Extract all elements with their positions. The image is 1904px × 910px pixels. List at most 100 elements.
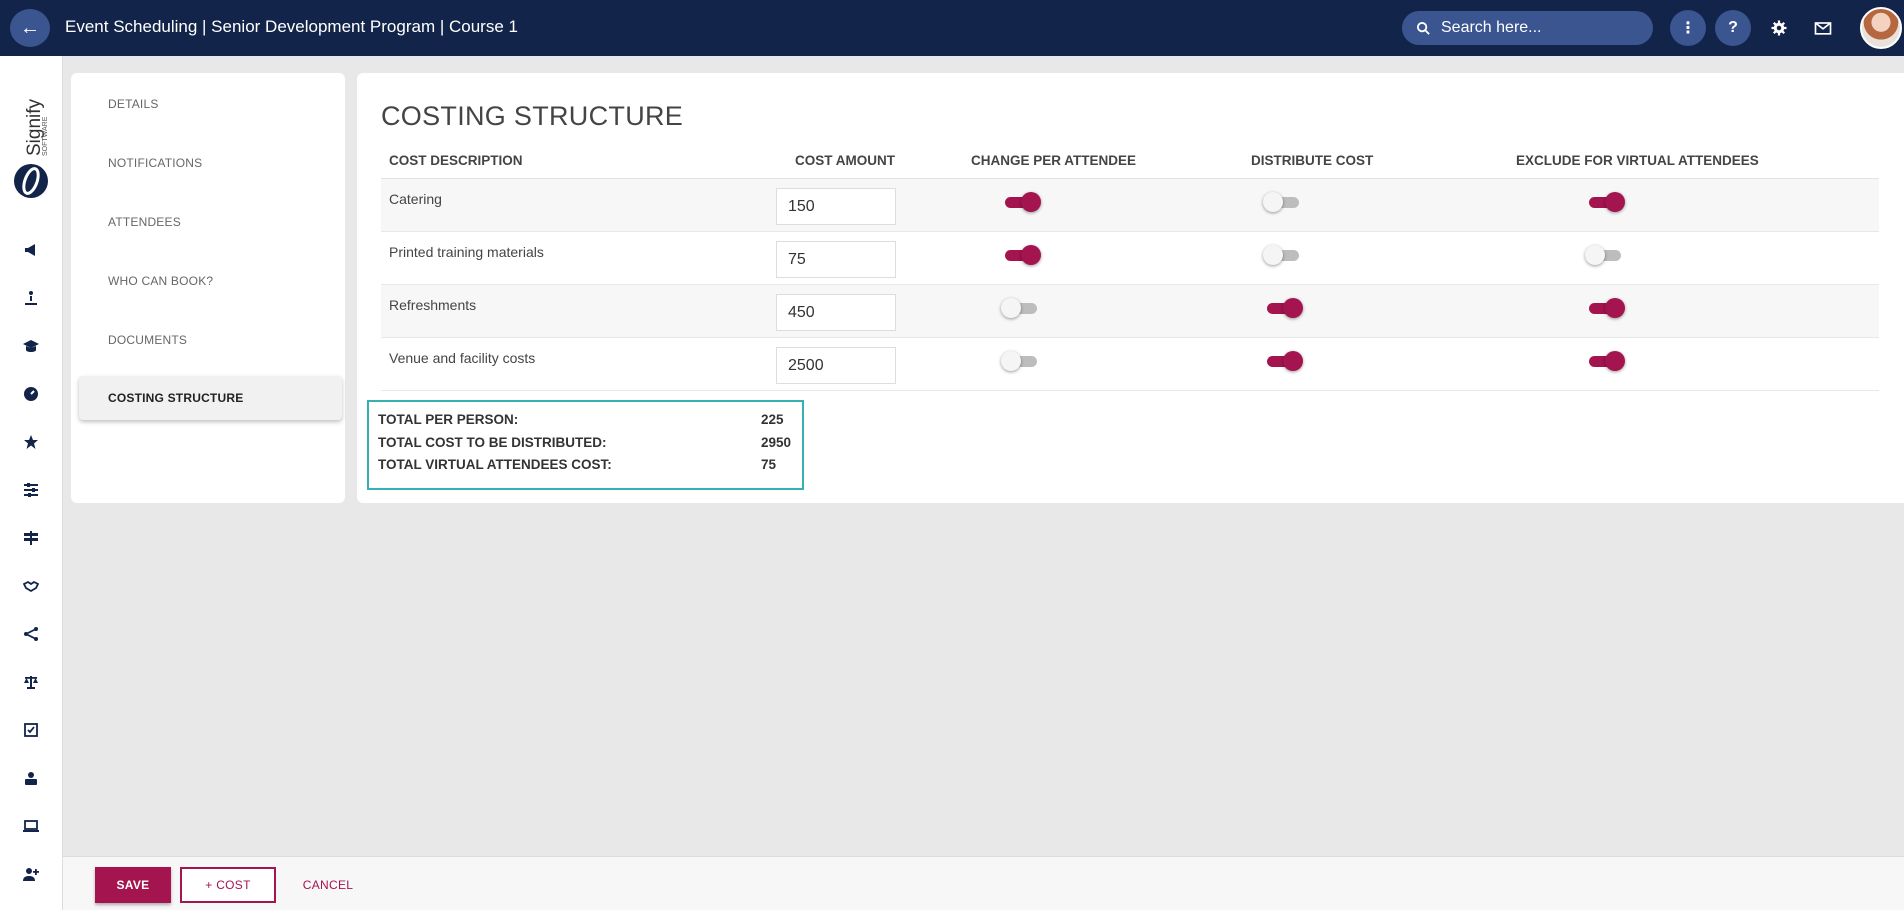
toggle-knob bbox=[1001, 298, 1021, 318]
gear-icon[interactable] bbox=[1767, 16, 1791, 40]
toggle-knob bbox=[1283, 298, 1303, 318]
icon-rail: Signify SOFTWARE bbox=[0, 56, 63, 910]
logo-brand-text: Signify bbox=[24, 98, 45, 156]
total-virtual: TOTAL VIRTUAL ATTENDEES COST: 75 bbox=[378, 457, 793, 480]
handshake-icon[interactable] bbox=[21, 576, 41, 596]
section-title: COSTING STRUCTURE bbox=[381, 101, 684, 131]
column-header-distribute: DISTRIBUTE COST bbox=[1251, 153, 1374, 168]
toggle-track bbox=[1267, 197, 1299, 208]
nav-item-attendees[interactable]: ATTENDEES bbox=[108, 215, 181, 229]
toggle-knob bbox=[1001, 351, 1021, 371]
distribute-toggle[interactable] bbox=[1263, 350, 1303, 372]
per-attendee-toggle[interactable] bbox=[1001, 297, 1041, 319]
table-row: Catering bbox=[381, 179, 1879, 232]
cost-description: Catering bbox=[389, 191, 442, 207]
total-distributed-value: 2950 bbox=[761, 434, 792, 450]
sliders-icon[interactable] bbox=[21, 480, 41, 500]
column-header-per-attendee: CHANGE PER ATTENDEE bbox=[971, 153, 1137, 168]
search-input[interactable] bbox=[1441, 19, 1641, 37]
toggle-knob bbox=[1021, 192, 1041, 212]
distribute-toggle[interactable] bbox=[1263, 297, 1303, 319]
cost-amount-input[interactable] bbox=[776, 347, 896, 384]
toggle-knob bbox=[1605, 351, 1625, 371]
toggle-knob bbox=[1021, 245, 1041, 265]
search-icon bbox=[1416, 21, 1430, 35]
help-button[interactable]: ? bbox=[1715, 10, 1751, 46]
toggle-track bbox=[1589, 250, 1621, 261]
table-header: COST DESCRIPTION COST AMOUNT CHANGE PER … bbox=[381, 145, 1879, 179]
cost-description: Venue and facility costs bbox=[389, 350, 536, 366]
avatar[interactable] bbox=[1860, 7, 1902, 49]
exclude-virtual-toggle[interactable] bbox=[1585, 191, 1625, 213]
back-arrow-icon: ← bbox=[20, 16, 40, 39]
toggle-track bbox=[1267, 250, 1299, 261]
table-row: Refreshments bbox=[381, 285, 1879, 338]
per-attendee-toggle[interactable] bbox=[1001, 244, 1041, 266]
cost-amount-input[interactable] bbox=[776, 241, 896, 278]
nav-item-documents[interactable]: DOCUMENTS bbox=[108, 333, 188, 347]
nav-item-costing-structure[interactable]: COSTING STRUCTURE bbox=[79, 376, 342, 420]
person-ladder-icon[interactable] bbox=[21, 288, 41, 308]
speedometer-icon[interactable] bbox=[21, 384, 41, 404]
toggle-track bbox=[1005, 303, 1037, 314]
cost-description: Refreshments bbox=[389, 297, 477, 313]
toggle-knob bbox=[1263, 245, 1283, 265]
cost-table: COST DESCRIPTION COST AMOUNT CHANGE PER … bbox=[381, 145, 1879, 391]
signpost-icon[interactable] bbox=[21, 528, 41, 548]
add-user-icon[interactable] bbox=[21, 864, 41, 884]
exclude-virtual-toggle[interactable] bbox=[1585, 297, 1625, 319]
per-attendee-toggle[interactable] bbox=[1001, 350, 1041, 372]
table-row: Venue and facility costs bbox=[381, 338, 1879, 391]
cost-amount-input[interactable] bbox=[776, 188, 896, 225]
toggle-knob bbox=[1283, 351, 1303, 371]
total-virtual-value: 75 bbox=[761, 457, 777, 472]
total-per-person: TOTAL PER PERSON: 225 bbox=[378, 412, 793, 435]
toggle-knob bbox=[1263, 192, 1283, 212]
cancel-button[interactable]: CANCEL bbox=[302, 878, 354, 892]
table-row: Printed training materials bbox=[381, 232, 1879, 285]
nav-item-notifications[interactable]: NOTIFICATIONS bbox=[108, 156, 203, 170]
add-cost-button[interactable]: + COST bbox=[180, 867, 276, 903]
scales-icon[interactable] bbox=[21, 672, 41, 692]
per-attendee-toggle[interactable] bbox=[1001, 191, 1041, 213]
toggle-knob bbox=[1605, 192, 1625, 212]
total-distributed-label: TOTAL COST TO BE DISTRIBUTED: bbox=[378, 434, 607, 450]
signify-logo: Signify SOFTWARE bbox=[12, 86, 52, 201]
mail-icon[interactable] bbox=[1811, 16, 1835, 40]
star-icon[interactable] bbox=[21, 432, 41, 452]
checklist-icon[interactable] bbox=[21, 720, 41, 740]
more-vert-icon: ⋮ bbox=[1680, 20, 1696, 37]
more-options-button[interactable]: ⋮ bbox=[1670, 10, 1706, 46]
logo-sub-text: SOFTWARE bbox=[42, 116, 49, 156]
top-bar: ← Event Scheduling | Senior Development … bbox=[0, 0, 1904, 56]
toggle-knob bbox=[1605, 298, 1625, 318]
totals-box: TOTAL PER PERSON: 225 TOTAL COST TO BE DI… bbox=[367, 400, 804, 490]
share-nodes-icon[interactable] bbox=[21, 624, 41, 644]
back-button[interactable]: ← bbox=[10, 9, 50, 47]
save-button[interactable]: SAVE bbox=[95, 867, 171, 903]
distribute-toggle[interactable] bbox=[1263, 191, 1303, 213]
megaphone-icon[interactable] bbox=[21, 240, 41, 260]
section-nav: DETAILS NOTIFICATIONS ATTENDEES WHO CAN … bbox=[71, 73, 345, 503]
total-per-person-value: 225 bbox=[761, 412, 784, 427]
total-virtual-label: TOTAL VIRTUAL ATTENDEES COST: bbox=[378, 457, 612, 472]
person-badge-icon[interactable] bbox=[21, 768, 41, 788]
toggle-track bbox=[1005, 356, 1037, 367]
nav-item-details[interactable]: DETAILS bbox=[108, 97, 159, 111]
action-bar: SAVE + COST CANCEL bbox=[63, 856, 1904, 910]
total-distributed: TOTAL COST TO BE DISTRIBUTED: 2950 bbox=[378, 435, 793, 458]
column-header-description: COST DESCRIPTION bbox=[389, 153, 523, 168]
exclude-virtual-toggle[interactable] bbox=[1585, 350, 1625, 372]
column-header-exclude-virtual: EXCLUDE FOR VIRTUAL ATTENDEES bbox=[1516, 153, 1759, 168]
cost-description: Printed training materials bbox=[389, 244, 544, 260]
graduation-cap-icon[interactable] bbox=[21, 336, 41, 356]
search-box[interactable] bbox=[1402, 11, 1653, 45]
toggle-knob bbox=[1585, 245, 1605, 265]
exclude-virtual-toggle[interactable] bbox=[1585, 244, 1625, 266]
distribute-toggle[interactable] bbox=[1263, 244, 1303, 266]
laptop-icon[interactable] bbox=[21, 816, 41, 836]
costing-panel: COSTING STRUCTURE COST DESCRIPTION COST … bbox=[357, 73, 1904, 503]
nav-item-who-can-book[interactable]: WHO CAN BOOK? bbox=[108, 274, 214, 288]
cost-amount-input[interactable] bbox=[776, 294, 896, 331]
page-title: Event Scheduling | Senior Development Pr… bbox=[65, 17, 518, 36]
